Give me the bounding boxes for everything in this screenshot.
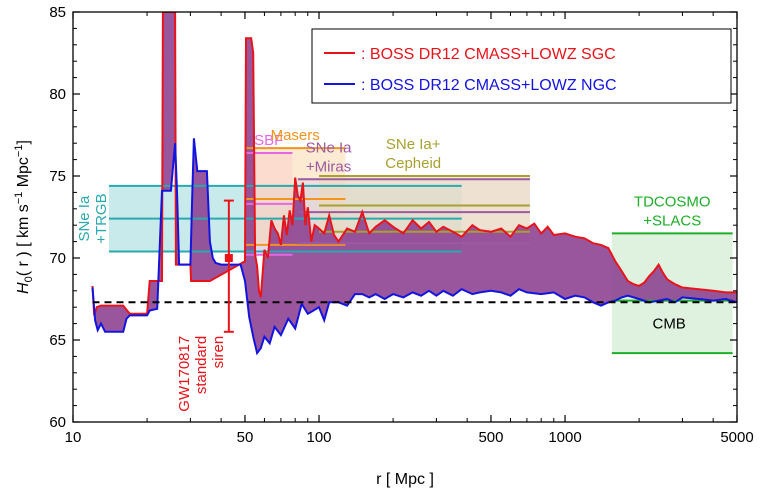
y-label-end: ] bbox=[15, 140, 32, 144]
y-label-sub: 0 bbox=[23, 276, 35, 282]
cmb-label: CMB bbox=[652, 315, 685, 332]
y-tick-label: 80 bbox=[49, 86, 66, 103]
y-tick-label: 70 bbox=[49, 250, 66, 267]
band-label-sne-ia-cepheid: SNe Ia+ Cepheid bbox=[385, 136, 441, 172]
band-label-sne-ia-trgb: SNe Ia+TRGB bbox=[76, 193, 110, 243]
y-label-sup2: −1 bbox=[13, 145, 25, 158]
gw-label-line: siren bbox=[210, 336, 227, 369]
gw-label: GW170817standardsiren bbox=[176, 336, 227, 412]
band-label-line: SBF bbox=[254, 132, 283, 149]
x-tick-label: 100 bbox=[307, 429, 332, 446]
x-tick-label: 1000 bbox=[548, 429, 581, 446]
band-label-line: +Miras bbox=[306, 158, 351, 175]
y-tick-label: 75 bbox=[49, 168, 66, 185]
series-line-sgc bbox=[91, 12, 737, 316]
y-tick-label: 65 bbox=[49, 332, 66, 349]
x-tick-label: 500 bbox=[478, 429, 503, 446]
band-label-line: Cepheid bbox=[385, 155, 441, 172]
gw-label-line: GW170817 bbox=[176, 336, 193, 412]
gw-label-line: standard bbox=[193, 336, 210, 394]
x-axis-label: r [ Mpc ] bbox=[376, 471, 434, 488]
x-tick-label: 5000 bbox=[720, 429, 753, 446]
y-label-prefix: H bbox=[15, 282, 32, 294]
band-label-line: SNe Ia+ bbox=[386, 136, 441, 153]
y-axis-label: H0( r ) [ km s−1 Mpc−1] bbox=[13, 140, 35, 294]
band-sne-ia-cepheid bbox=[319, 176, 530, 232]
x-tick-label: 50 bbox=[237, 429, 254, 446]
legend-label-ngc: : BOSS DR12 CMASS+LOWZ NGC bbox=[361, 77, 617, 94]
band-label-masers: Masers bbox=[271, 127, 320, 144]
band-label-line: Masers bbox=[271, 127, 320, 144]
svg-text:H0( r ) [ km s−1 Mpc−1]: H0( r ) [ km s−1 Mpc−1] bbox=[13, 140, 35, 294]
y-label-sup1: −1 bbox=[13, 192, 25, 205]
y-label-mid2: Mpc bbox=[15, 157, 32, 192]
band-label-line: TDCOSMO bbox=[634, 193, 711, 210]
plot-frame bbox=[72, 11, 738, 423]
band-label-line: SNe Ia bbox=[306, 139, 353, 156]
y-tick-label: 60 bbox=[49, 414, 66, 431]
band-label-line: +SLACS bbox=[643, 212, 701, 229]
band-label-sne-ia-miras: SNe Ia +Miras bbox=[306, 139, 353, 175]
cmb-reference: CMB bbox=[92, 301, 737, 332]
band-label-sbf: SBF bbox=[254, 132, 283, 149]
y-tick-label: 85 bbox=[49, 4, 66, 21]
gw-siren: GW170817standardsiren bbox=[176, 199, 234, 412]
legend: : BOSS DR12 CMASS+LOWZ SGC : BOSS DR12 C… bbox=[311, 28, 732, 104]
band-label-tdcosmo-slacs: TDCOSMO +SLACS bbox=[634, 193, 711, 229]
band-label-line: +TRGB bbox=[93, 193, 110, 243]
legend-label-sgc: : BOSS DR12 CMASS+LOWZ SGC bbox=[361, 46, 616, 63]
x-tick-label: 10 bbox=[65, 429, 82, 446]
legend-box bbox=[311, 28, 732, 104]
y-label-mid: ( r ) [ km s bbox=[15, 204, 32, 276]
gw-point bbox=[224, 254, 233, 262]
axes: 10 50 100 500 1000 5000 60 65 70 75 80 85 bbox=[49, 4, 753, 446]
band-label-line: SNe Ia bbox=[76, 195, 93, 242]
